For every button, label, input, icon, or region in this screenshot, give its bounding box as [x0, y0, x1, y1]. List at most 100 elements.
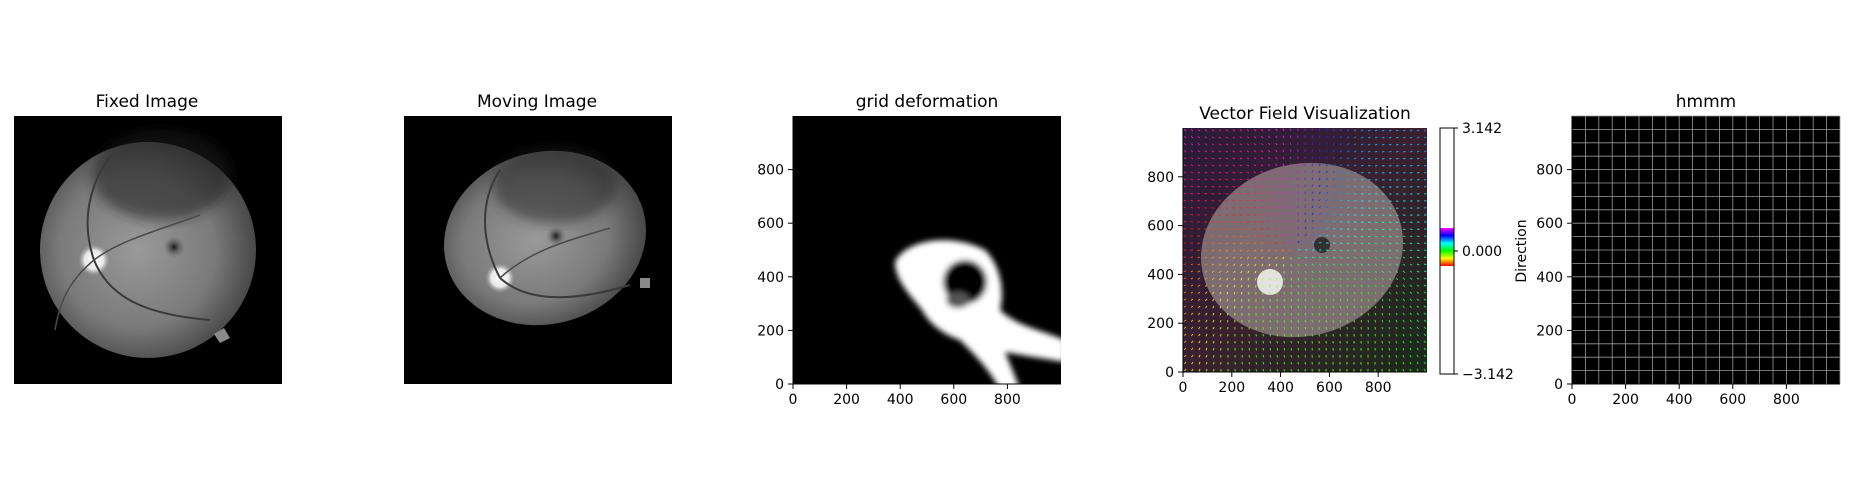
- vector-arrow: [1253, 235, 1257, 238]
- hmmm-x-tick-label: 200: [1612, 392, 1639, 408]
- vector-arrow: [1246, 150, 1250, 153]
- vector-arrow: [1325, 191, 1329, 195]
- vector-arrow: [1290, 312, 1293, 316]
- vector-arrow: [1311, 205, 1314, 209]
- vector-arrow: [1311, 156, 1314, 160]
- vector-arrow: [1304, 233, 1307, 237]
- vector-arrow: [1374, 319, 1377, 323]
- vector-arrow: [1218, 277, 1222, 281]
- vector-arrow: [1198, 333, 1201, 337]
- vector-arrow: [1183, 326, 1187, 329]
- vector-arrow: [1232, 185, 1236, 188]
- vector-arrow: [1332, 284, 1335, 288]
- vector-arrow: [1281, 226, 1285, 230]
- vector-arrow: [1233, 291, 1236, 295]
- vector-arrow: [1346, 150, 1350, 153]
- vector-arrow: [1190, 185, 1194, 188]
- vector-arrow: [1346, 284, 1349, 288]
- vector-arrow: [1240, 291, 1243, 295]
- hmmm-x-tick-label: 400: [1666, 392, 1693, 408]
- vector-arrow: [1289, 240, 1292, 244]
- vector-arrow: [1360, 178, 1364, 181]
- vector-arrow: [1360, 298, 1363, 302]
- vector-arrow: [1402, 143, 1406, 146]
- vector-arrow: [1204, 256, 1208, 259]
- vector-arrow: [1367, 228, 1371, 231]
- vector-arrow: [1409, 263, 1413, 266]
- vector-arrow: [1318, 326, 1321, 330]
- vector-arrow: [1402, 263, 1406, 266]
- vector-arrow: [1388, 298, 1391, 302]
- vector-arrow: [1297, 326, 1300, 330]
- vector-arrow: [1311, 284, 1314, 288]
- vector-arrow: [1233, 305, 1236, 309]
- vector-arrow: [1325, 177, 1328, 181]
- vector-arrow: [1232, 136, 1236, 139]
- vector-arrow: [1325, 249, 1329, 252]
- vector-arrow: [1268, 270, 1271, 274]
- vector-arrow: [1281, 234, 1285, 237]
- vector-arrow: [1374, 150, 1378, 153]
- vector-arrow: [1191, 354, 1194, 358]
- vector-arrow: [1311, 312, 1314, 316]
- vector-arrow: [1211, 242, 1215, 245]
- vector-arrow: [1381, 312, 1384, 316]
- vector-arrow: [1197, 305, 1201, 309]
- vector-arrow: [1253, 136, 1257, 139]
- vector-arrow: [1190, 199, 1194, 202]
- vector-arrow: [1339, 270, 1343, 274]
- vector-arrow: [1253, 129, 1257, 132]
- vector-arrow: [1374, 256, 1378, 259]
- vector-arrow: [1311, 163, 1314, 167]
- vector-arrow: [1282, 191, 1285, 195]
- vector-arrow: [1282, 256, 1285, 260]
- vector-arrow: [1416, 340, 1419, 344]
- vector-arrow: [1318, 298, 1321, 302]
- vector-arrow: [1268, 263, 1271, 267]
- vector-arrow: [1225, 228, 1229, 231]
- vector-arrow: [1218, 171, 1222, 174]
- vector-arrow: [1290, 354, 1293, 358]
- vector-arrow: [1353, 235, 1357, 238]
- vector-arrow: [1353, 129, 1357, 132]
- vector-field-x-tick-label: 200: [1218, 380, 1245, 396]
- vector-arrow: [1339, 298, 1342, 302]
- panel-vector-field: Vector Field Visualization 0 200 400 600 800…: [1147, 104, 1530, 396]
- vector-arrow: [1267, 156, 1271, 160]
- vector-field-x-tick-label: 800: [1365, 380, 1392, 396]
- vector-arrow: [1360, 263, 1364, 267]
- vector-arrow: [1183, 312, 1187, 315]
- vector-arrow: [1183, 164, 1187, 167]
- vector-arrow: [1218, 242, 1222, 245]
- vector-arrow: [1318, 135, 1321, 139]
- vector-arrow: [1225, 242, 1229, 245]
- vector-arrow: [1388, 129, 1392, 132]
- vector-arrow: [1260, 178, 1264, 181]
- vector-arrow: [1353, 157, 1357, 160]
- vector-arrow: [1374, 157, 1378, 160]
- vector-arrow: [1409, 228, 1413, 231]
- vector-arrow: [1190, 277, 1194, 280]
- vector-arrow: [1423, 361, 1426, 365]
- vector-arrow: [1409, 326, 1412, 330]
- vector-arrow: [1190, 128, 1194, 132]
- vector-arrow: [1253, 171, 1257, 174]
- vector-arrow: [1289, 205, 1292, 209]
- hmmm-y-tick-label: 600: [1536, 216, 1563, 232]
- vector-arrow: [1290, 333, 1293, 337]
- vector-arrow: [1289, 149, 1292, 153]
- vector-arrow: [1226, 277, 1229, 281]
- vector-arrow: [1318, 205, 1321, 209]
- vector-arrow: [1423, 354, 1426, 358]
- vector-arrow: [1274, 227, 1278, 230]
- vector-arrow: [1367, 305, 1370, 309]
- vector-arrow: [1346, 305, 1349, 309]
- vector-arrow: [1225, 263, 1229, 267]
- vector-arrow: [1416, 368, 1419, 372]
- vector-arrow: [1267, 256, 1271, 260]
- vector-arrow: [1423, 305, 1427, 308]
- vector-arrow: [1197, 129, 1201, 132]
- vector-arrow: [1246, 256, 1250, 260]
- vector-arrow: [1332, 149, 1335, 153]
- grid-deformation-x-tick-label: 0: [789, 392, 798, 408]
